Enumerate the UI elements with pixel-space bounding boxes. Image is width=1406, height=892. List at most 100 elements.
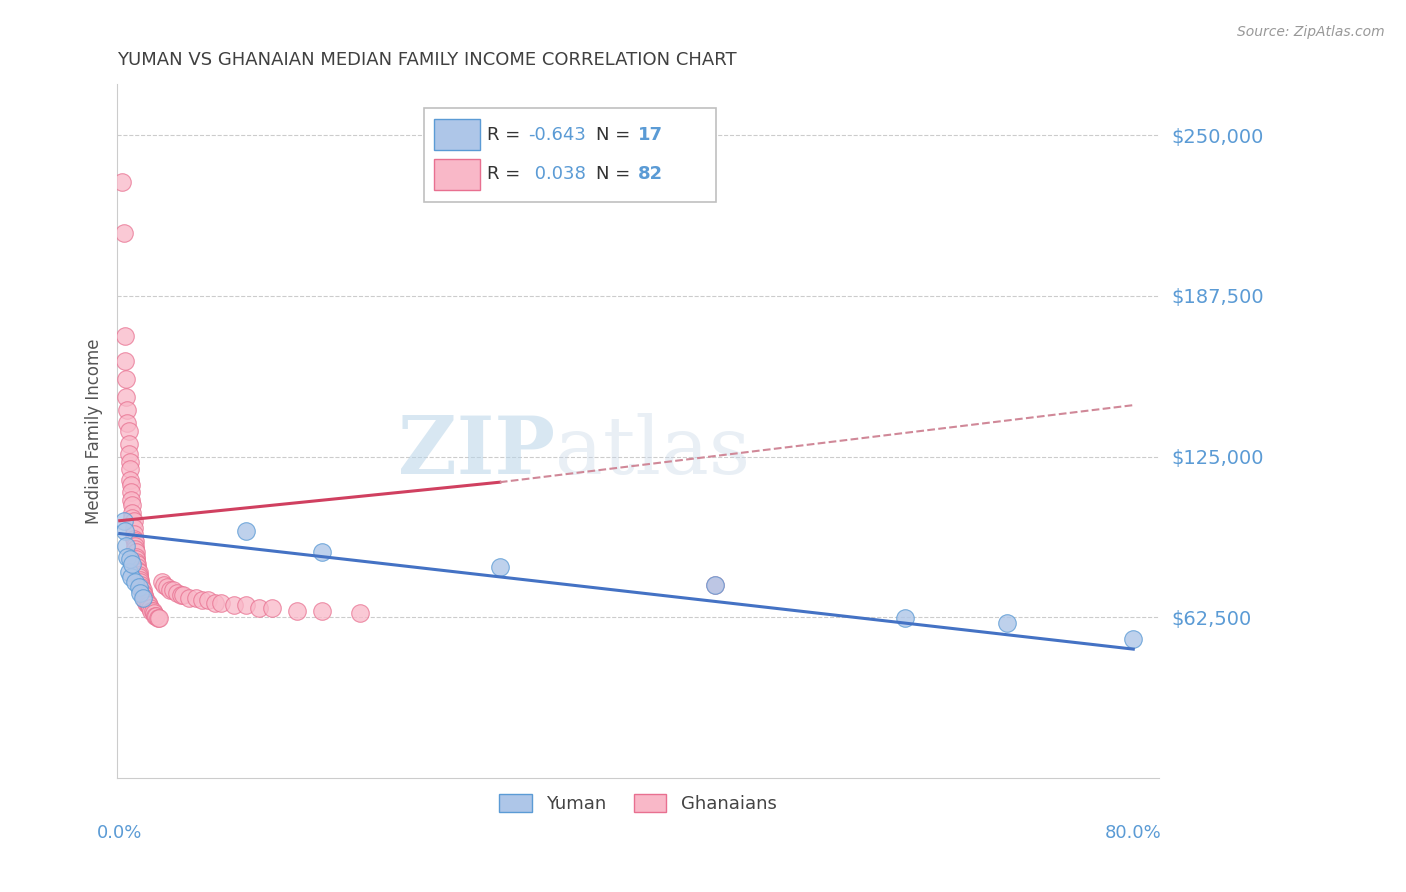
Point — [129, 573, 152, 587]
Point — [128, 567, 150, 582]
Y-axis label: Median Family Income: Median Family Income — [86, 338, 103, 524]
Point — [125, 544, 148, 558]
Point — [488, 560, 510, 574]
Point — [124, 541, 146, 556]
Point — [127, 558, 149, 572]
Point — [115, 391, 138, 405]
Point — [121, 498, 143, 512]
Point — [117, 424, 139, 438]
Point — [118, 455, 141, 469]
Point — [112, 226, 135, 240]
Point — [122, 521, 145, 535]
Point — [115, 540, 138, 554]
Point — [704, 578, 727, 592]
FancyBboxPatch shape — [425, 109, 716, 202]
Point — [159, 582, 181, 597]
Point — [125, 555, 148, 569]
Point — [124, 540, 146, 554]
Point — [141, 604, 163, 618]
Point — [166, 585, 188, 599]
Point — [132, 591, 155, 605]
Text: atlas: atlas — [554, 413, 749, 491]
Point — [995, 616, 1018, 631]
Point — [127, 562, 149, 576]
Point — [118, 473, 141, 487]
Text: ZIP: ZIP — [398, 413, 554, 491]
Text: Source: ZipAtlas.com: Source: ZipAtlas.com — [1237, 25, 1385, 39]
Point — [209, 596, 232, 610]
Legend: Yuman, Ghanaians: Yuman, Ghanaians — [492, 787, 783, 821]
Point — [894, 611, 917, 625]
Text: R =: R = — [486, 126, 526, 144]
Text: YUMAN VS GHANAIAN MEDIAN FAMILY INCOME CORRELATION CHART: YUMAN VS GHANAIAN MEDIAN FAMILY INCOME C… — [117, 51, 737, 69]
Point — [235, 599, 257, 613]
Point — [131, 585, 153, 599]
Point — [120, 477, 142, 491]
Point — [117, 447, 139, 461]
Point — [162, 582, 184, 597]
Point — [127, 560, 149, 574]
FancyBboxPatch shape — [434, 120, 479, 150]
Text: R =: R = — [486, 165, 526, 183]
Point — [114, 354, 136, 368]
Point — [135, 596, 157, 610]
Point — [311, 604, 333, 618]
Point — [235, 524, 257, 538]
Point — [129, 585, 152, 599]
Point — [117, 549, 139, 564]
Point — [136, 599, 159, 613]
Point — [134, 593, 156, 607]
Point — [704, 578, 727, 592]
Point — [349, 606, 371, 620]
Point — [124, 575, 146, 590]
Text: 17: 17 — [638, 126, 662, 144]
Point — [121, 506, 143, 520]
Point — [311, 544, 333, 558]
Point — [179, 591, 201, 605]
Point — [117, 416, 139, 430]
Point — [285, 604, 308, 618]
Point — [139, 601, 162, 615]
Point — [120, 570, 142, 584]
Point — [114, 524, 136, 538]
Text: 82: 82 — [638, 165, 664, 183]
Text: 0.038: 0.038 — [529, 165, 585, 183]
Point — [117, 436, 139, 450]
Point — [118, 552, 141, 566]
Point — [197, 593, 219, 607]
Point — [111, 175, 134, 189]
Point — [117, 565, 139, 579]
Point — [247, 601, 270, 615]
Point — [1122, 632, 1144, 646]
Point — [155, 581, 177, 595]
Text: N =: N = — [596, 126, 637, 144]
Text: 80.0%: 80.0% — [1105, 823, 1161, 842]
Point — [132, 588, 155, 602]
Point — [204, 596, 226, 610]
Point — [120, 493, 142, 508]
Point — [138, 599, 160, 613]
Point — [129, 578, 152, 592]
Point — [125, 549, 148, 564]
Point — [136, 596, 159, 610]
Point — [112, 514, 135, 528]
Point — [131, 582, 153, 597]
Point — [169, 588, 191, 602]
Text: 0.0%: 0.0% — [97, 823, 142, 842]
Point — [115, 372, 138, 386]
Point — [172, 588, 194, 602]
Point — [145, 608, 167, 623]
Point — [153, 578, 176, 592]
Point — [121, 511, 143, 525]
Text: -0.643: -0.643 — [529, 126, 586, 144]
Point — [128, 570, 150, 584]
Point — [118, 462, 141, 476]
Point — [120, 485, 142, 500]
Point — [142, 606, 165, 620]
Point — [117, 403, 139, 417]
Point — [125, 552, 148, 566]
Point — [150, 575, 173, 590]
Point — [260, 601, 283, 615]
Point — [128, 581, 150, 595]
Point — [146, 611, 169, 625]
